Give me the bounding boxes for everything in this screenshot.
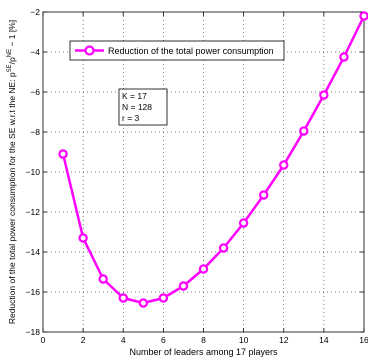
x-tick-label: 12 [279, 335, 289, 345]
x-tick-label: 4 [121, 335, 126, 345]
data-point [98, 274, 108, 284]
legend-marker [84, 45, 95, 56]
y-tick-label: −18 [26, 327, 41, 337]
x-tick-label: 6 [161, 335, 166, 345]
y-tick-label: −2 [30, 7, 40, 17]
data-point [198, 264, 209, 274]
x-tick-label: 2 [81, 335, 86, 345]
data-point [299, 126, 309, 136]
y-axis-label-sup-se: SE [7, 64, 13, 72]
data-point [158, 293, 169, 303]
x-tick-label: 10 [239, 335, 249, 345]
y-tick-label: −10 [26, 167, 41, 177]
annotation-r: r = 3 [122, 113, 140, 123]
data-point [279, 160, 289, 170]
y-tick-label: −16 [26, 287, 41, 297]
series-line [61, 15, 366, 305]
y-tick-label: −14 [26, 247, 41, 257]
y-axis-label-p: p [7, 72, 17, 77]
data-point [359, 11, 368, 21]
data-point [339, 52, 349, 62]
y-axis-label: Reduction of the total power consumption… [7, 20, 17, 324]
legend-box [69, 40, 285, 61]
y-tick-label: −12 [26, 207, 41, 217]
y-axis-label-slash: /p [7, 57, 17, 64]
x-tick-label: 0 [41, 335, 46, 345]
data-point [138, 298, 149, 308]
annotation-frame [118, 88, 168, 126]
data-point [78, 233, 88, 243]
data-point [238, 218, 249, 228]
data-point [178, 281, 189, 291]
x-tick-label: 14 [319, 335, 329, 345]
data-point [118, 293, 128, 303]
data-point [258, 190, 269, 200]
data-point [218, 243, 229, 253]
y-tick-label: −4 [30, 47, 40, 57]
x-axis-label: Number of leaders among 17 players [129, 347, 278, 357]
annotation-k: K = 17 [122, 91, 147, 101]
data-point [319, 90, 329, 100]
x-tick-label: 16 [359, 335, 368, 345]
annotation-n: N = 128 [122, 102, 152, 112]
data-point [58, 149, 68, 159]
x-tick-label: 8 [201, 335, 206, 345]
legend: Reduction of the total power consumption [69, 40, 285, 61]
y-axis-label-main: Reduction of the total power consumption… [7, 77, 17, 324]
series-layer [58, 11, 368, 308]
annotation-box: K = 17 N = 128 r = 3 [118, 88, 168, 126]
axis-ticks: 0 2 4 6 8 10 12 14 16 −18 −16 −14 −12 −10 −8 −6 −4 −2 [26, 7, 368, 345]
y-axis-label-tail: − 1 [%] [7, 20, 17, 49]
y-tick-label: −6 [30, 87, 40, 97]
legend-label: Reduction of the total power consumption [108, 46, 274, 56]
y-axis-label-sup-ne: NE [7, 49, 13, 57]
y-tick-label: −8 [30, 127, 40, 137]
